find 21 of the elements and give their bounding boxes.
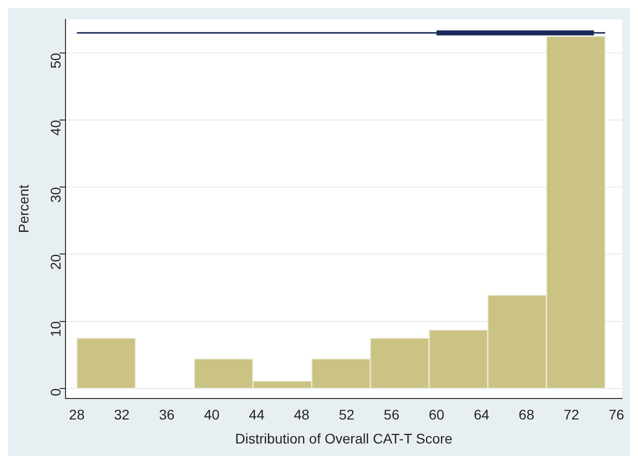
x-axis-title: Distribution of Overall CAT-T Score	[235, 430, 453, 446]
x-tick-label: 76	[608, 406, 624, 423]
x-tick-label: 36	[158, 406, 175, 423]
y-axis-title: Percent	[15, 184, 32, 234]
y-tick-label: 0	[47, 388, 64, 396]
y-tick-label: 20	[47, 254, 64, 270]
y-tick-label: 30	[47, 186, 64, 203]
x-tick-label: 68	[518, 406, 534, 423]
y-tick-label: 50	[47, 52, 64, 69]
x-tick-label: 32	[114, 406, 130, 423]
y-tick-label: 40	[47, 120, 64, 136]
x-tick-label: 48	[294, 406, 310, 423]
x-tick-label: 52	[338, 406, 355, 423]
y-tick-label: 10	[47, 321, 64, 337]
x-tick-label: 44	[248, 406, 265, 423]
x-tick-label: 40	[204, 406, 220, 423]
x-tick-label: 56	[384, 406, 400, 423]
x-tick-label: 28	[69, 406, 85, 423]
x-tick-label: 60	[428, 406, 445, 423]
x-tick-label: 72	[564, 406, 580, 423]
x-tick-label: 64	[474, 406, 490, 423]
